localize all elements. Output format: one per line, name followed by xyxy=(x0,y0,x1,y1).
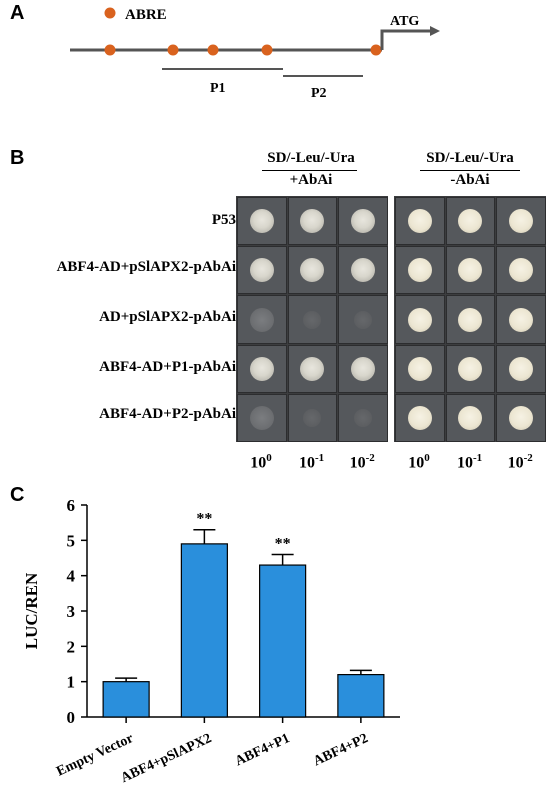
tss-arrow xyxy=(380,29,430,50)
y-tick-label: 6 xyxy=(67,496,76,515)
dilution-exponent: -1 xyxy=(315,452,325,464)
plus-abai-yeast-spot-grow xyxy=(300,209,325,234)
abre-legend-label: ABRE xyxy=(125,7,167,23)
plus-abai-cell xyxy=(287,246,338,295)
plus-abai-header-underline xyxy=(262,170,357,171)
dilution-base: 10 xyxy=(507,454,524,472)
plus-abai-header-medium: SD/-Leu/-Ura xyxy=(267,150,355,166)
plus-abai-yeast-spot-grow xyxy=(249,258,274,283)
minus-abai-yeast-spot-bright xyxy=(458,258,483,283)
y-tick-label: 3 xyxy=(67,602,76,621)
minus-abai-yeast-spot-bright xyxy=(509,258,533,283)
panel-c-letter: C xyxy=(10,484,25,506)
minus-abai-cell xyxy=(395,246,445,295)
plus-abai-yeast-spot-trace xyxy=(354,310,372,329)
plus-abai-yeast-spot-grow xyxy=(249,209,274,234)
minus-abai-yeast-spot-bright xyxy=(407,307,432,332)
minus-abai-yeast-spot-bright xyxy=(458,405,483,430)
y-tick-label: 5 xyxy=(67,531,76,550)
dilution-base: 10 xyxy=(250,454,267,472)
p2-label: P2 xyxy=(311,86,327,101)
bar xyxy=(102,681,150,718)
dilution-exponent: -2 xyxy=(523,452,533,464)
bar xyxy=(337,674,385,718)
row-label-p53: P53 xyxy=(211,212,236,228)
p1-label: P1 xyxy=(210,81,226,96)
promoter-diagram: ABRE ATG P1 P2 xyxy=(70,7,440,101)
bar xyxy=(259,564,307,718)
minus-abai-yeast-spot-bright xyxy=(407,356,432,381)
significance-label: ** xyxy=(196,511,212,528)
plus-abai-yeast-spot-trace xyxy=(303,310,322,329)
plus-abai-yeast-spot-grow xyxy=(300,258,325,283)
plus-abai-yeast-spot-grow xyxy=(351,356,375,381)
plus-abai-yeast-spot-trace xyxy=(354,408,372,427)
minus-abai-header-medium: SD/-Leu/-Ura xyxy=(426,150,514,166)
plus-abai-yeast-spot-grow xyxy=(300,356,325,381)
y-tick-label: 1 xyxy=(67,673,76,692)
dilution-base: 10 xyxy=(408,454,425,472)
plus-abai-yeast-spot-faint xyxy=(249,307,274,332)
tss-arrowhead xyxy=(430,26,440,36)
plus-abai-yeast-spot-grow xyxy=(351,258,375,283)
panel-a-letter: A xyxy=(10,2,25,24)
minus-abai-yeast-spot-bright xyxy=(407,405,432,430)
minus-abai-yeast-spot-bright xyxy=(509,307,533,332)
dilution-exponent: -2 xyxy=(365,452,375,464)
plus-abai-yeast-spot-trace xyxy=(303,408,322,427)
minus-abai-header-condition: -AbAi xyxy=(450,172,490,188)
plus-abai-cell xyxy=(237,246,287,295)
dilution-base: 10 xyxy=(349,454,366,472)
dilution-label: 100 xyxy=(394,452,444,472)
y-axis-label: LUC/REN xyxy=(22,572,41,649)
plus-abai-yeast-spot-grow xyxy=(249,356,274,381)
minus-abai-yeast-spot-bright xyxy=(458,307,483,332)
dilution-exponent: 0 xyxy=(424,452,430,464)
abre-legend-dot xyxy=(104,7,116,19)
dilution-label: 10-1 xyxy=(287,452,337,472)
x-tick-label: ABF4+P1 xyxy=(233,731,292,769)
minus-abai-yeast-spot-bright xyxy=(509,405,533,430)
dilution-label: 10-2 xyxy=(337,452,387,472)
y-tick-label: 2 xyxy=(67,637,76,656)
dilution-exponent: -1 xyxy=(473,452,483,464)
y-tick-label: 0 xyxy=(67,708,76,727)
abre-site xyxy=(207,44,219,56)
minus-abai-yeast-spot-bright xyxy=(509,356,533,381)
panel-b-letter: B xyxy=(10,147,25,169)
dilution-label: 10-2 xyxy=(495,452,545,472)
row-label-abf4-ad-pslapx2: ABF4-AD+pSlAPX2-pAbAi xyxy=(56,259,236,275)
minus-abai-header-underline xyxy=(420,170,520,171)
dilution-exponent: 0 xyxy=(266,452,272,464)
plus-abai-yeast-spot-grow xyxy=(351,209,375,234)
significance-label: ** xyxy=(275,535,291,552)
dilution-label: 10-1 xyxy=(445,452,495,472)
minus-abai-yeast-spot-bright xyxy=(509,209,533,234)
row-label-ad-pslapx2: AD+pSlAPX2-pAbAi xyxy=(99,309,236,325)
row-label-abf4-ad-p2: ABF4-AD+P2-pAbAi xyxy=(99,406,236,422)
bar xyxy=(180,543,228,718)
minus-abai-yeast-spot-bright xyxy=(458,356,483,381)
minus-abai-yeast-spot-bright xyxy=(458,209,483,234)
row-label-abf4-ad-p1: ABF4-AD+P1-pAbAi xyxy=(99,359,236,375)
abre-site xyxy=(167,44,179,56)
abre-site xyxy=(261,44,273,56)
dilution-base: 10 xyxy=(457,454,473,472)
plus-abai-header-condition: +AbAi xyxy=(289,172,333,188)
atg-label: ATG xyxy=(390,14,419,29)
plus-abai-cell xyxy=(338,246,388,295)
dilution-base: 10 xyxy=(299,454,315,472)
minus-abai-yeast-spot-bright xyxy=(407,209,432,234)
x-tick-label: ABF4+P2 xyxy=(311,731,370,769)
abre-site xyxy=(104,44,116,56)
y-tick-label: 4 xyxy=(67,567,76,586)
plus-abai-yeast-spot-faint xyxy=(249,405,274,430)
minus-abai-yeast-spot-bright xyxy=(407,258,432,283)
dilution-label: 100 xyxy=(236,452,286,472)
abre-site xyxy=(370,44,382,56)
minus-abai-cell xyxy=(395,344,445,393)
